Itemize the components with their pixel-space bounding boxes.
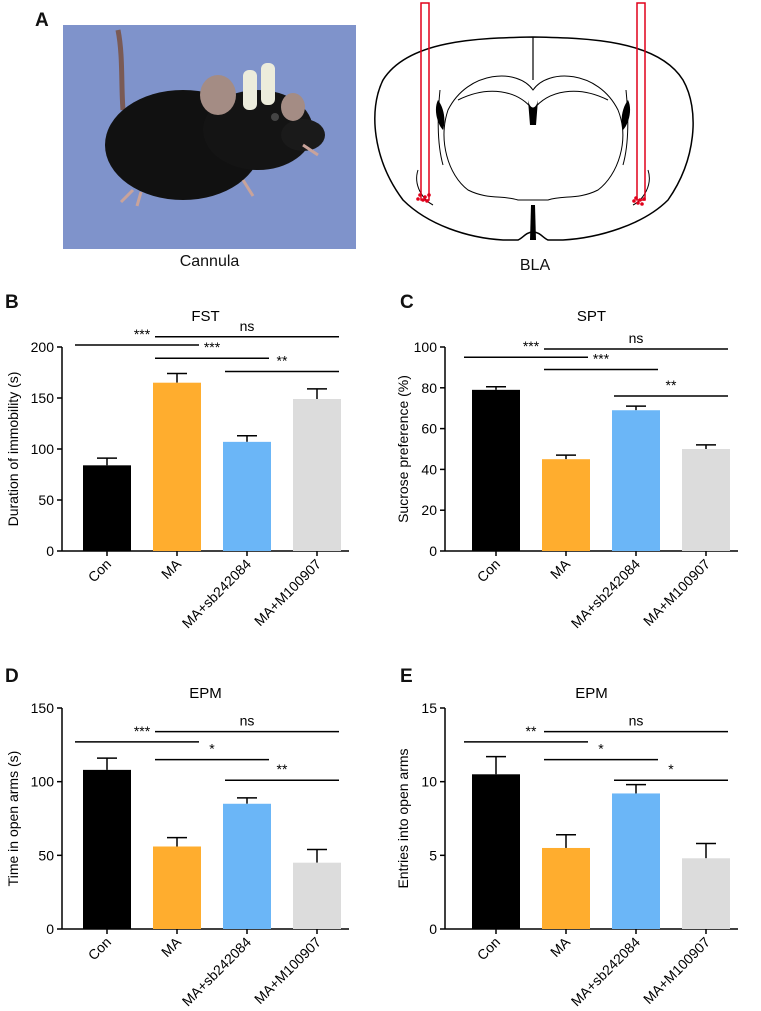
significance-label-2: *** [204,339,221,355]
bar-MA+M100907 [682,449,730,551]
significance-label-0: *** [134,723,151,739]
y-axis-label: Duration of immobility (s) [5,372,21,527]
y-tick-label: 100 [31,774,55,790]
y-tick-label: 60 [421,421,437,437]
x-tick-label: Con [85,934,114,963]
injection-sites-left [416,193,431,203]
panel-label-d: D [5,666,19,687]
y-tick-label: 10 [421,774,437,790]
significance-label-2: * [209,741,215,757]
significance-label-0: *** [523,338,540,354]
y-tick-label: 0 [429,543,437,559]
significance-label-1: ns [629,330,644,346]
significance-label-3: ** [666,377,677,393]
chart-epm-entries: EPM 0 5 10 15 Entries into open arms Con MAMA+s… [395,685,738,1010]
bar-Con [472,389,520,551]
panel-label-e: E [400,666,413,687]
significance-label-1: ns [240,318,255,334]
y-tick-label: 150 [31,700,55,716]
y-tick-label: 200 [31,339,55,355]
significance-label-1: ns [629,713,644,729]
bar-MA+M100907 [682,858,730,929]
significance-label-0: *** [134,326,151,342]
significance-label-3: * [668,761,674,777]
x-tick-label: MA+sb242084 [179,934,255,1010]
mouse-photo [63,25,356,249]
x-tick-label: MA+sb242084 [568,934,644,1010]
significance-label-3: ** [277,352,288,368]
y-axis-label: Entries into open arms [395,748,411,888]
bar-MA+M100907 [293,862,341,929]
chart-title: EPM [189,685,222,702]
bar-Con [83,465,131,551]
y-tick-label: 50 [38,847,54,863]
injection-sites-right [632,196,646,206]
bar-MA [153,846,201,929]
y-tick-label: 0 [429,921,437,937]
x-tick-label: Con [85,556,114,585]
inner-contour [443,75,624,201]
bar-MA+sb242084 [612,410,660,551]
significance-label-2: *** [593,350,610,366]
y-axis-label: Sucrose preference (%) [395,375,411,523]
x-tick-label: MA+sb242084 [179,556,255,632]
x-tick-label: MA [158,933,185,960]
panel-label-c: C [400,292,414,313]
bar-MA+sb242084 [612,793,660,929]
bar-MA [542,847,590,929]
significance-label-1: ns [240,713,255,729]
x-tick-label: MA [547,933,574,960]
y-tick-label: 0 [46,921,54,937]
bar-MA+sb242084 [223,441,271,551]
x-tick-label: MA+M100907 [251,934,324,1007]
y-tick-label: 5 [429,847,437,863]
chart-title: SPT [577,308,606,325]
bar-MA+sb242084 [223,803,271,929]
x-tick-label: Con [474,556,503,585]
bar-Con [472,774,520,929]
y-tick-label: 50 [38,492,54,508]
significance-label-2: * [598,741,604,757]
x-tick-label: MA [547,555,574,582]
y-tick-label: 15 [421,700,437,716]
x-tick-label: MA+M100907 [251,556,324,629]
y-tick-label: 20 [421,502,437,518]
chart-spt: SPT 0 20 40 60 80 100 Sucrose preference (%) Con… [395,308,738,632]
significance-label-3: ** [277,761,288,777]
cannula-track-right [636,2,646,201]
mouse-illustration [63,25,356,249]
y-tick-label: 80 [421,380,437,396]
y-tick-label: 40 [421,461,437,477]
x-tick-label: MA+M100907 [640,934,713,1007]
cannula-track-left [420,2,430,201]
y-tick-label: 0 [46,543,54,559]
significance-label-0: ** [526,723,537,739]
x-tick-label: MA+sb242084 [568,556,644,632]
panel-label-a: A [35,10,49,31]
bar-MA+M100907 [293,399,341,551]
bar-MA [542,459,590,551]
y-tick-label: 100 [414,339,438,355]
brain-caption: BLA [519,257,551,274]
bar-MA [153,382,201,551]
brain-section-diagram [374,2,694,241]
chart-title: FST [191,308,219,325]
chart-title: EPM [575,685,608,702]
chart-fst: FST 0 50 100 150 200 Duration of immobility (s… [5,308,349,632]
y-tick-label: 150 [31,390,55,406]
panel-label-b: B [5,292,19,313]
y-tick-label: 100 [31,441,55,457]
x-tick-label: Con [474,934,503,963]
y-axis-label: Time in open arms (s) [5,751,21,887]
bar-Con [83,769,131,929]
x-tick-label: MA+M100907 [640,556,713,629]
x-tick-label: MA [158,555,185,582]
photo-caption: Cannula [179,253,240,270]
